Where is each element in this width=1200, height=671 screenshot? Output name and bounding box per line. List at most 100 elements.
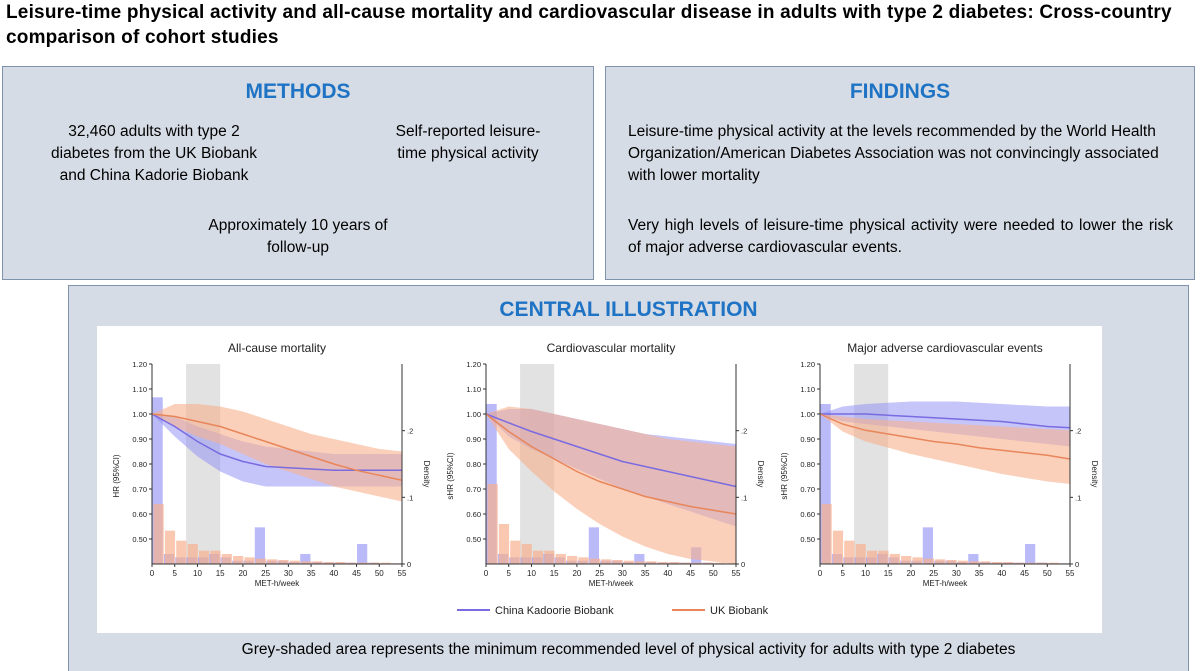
x-tick-label: 55 xyxy=(1066,569,1075,578)
x-tick-label: 0 xyxy=(484,569,489,578)
y-tick-label: 0.80 xyxy=(800,460,815,469)
density-bar xyxy=(198,550,210,564)
density-bar xyxy=(991,562,1003,564)
x-axis-label: MET-h/week xyxy=(255,579,300,588)
density-bar xyxy=(623,560,635,564)
density-tick-label: .1 xyxy=(741,493,747,502)
x-tick-label: 20 xyxy=(906,569,915,578)
density-bar xyxy=(267,559,278,564)
y-tick-label: 0.60 xyxy=(466,510,481,519)
x-tick-label: 5 xyxy=(173,569,178,578)
chart-title: All-cause mortality xyxy=(228,341,326,355)
y-tick-label: 1.10 xyxy=(800,385,815,394)
methods-heading: METHODS xyxy=(245,80,351,103)
uk-ci-band xyxy=(152,404,402,502)
y-tick-label: 0.50 xyxy=(466,535,481,544)
density-bar xyxy=(278,560,289,564)
density-bar xyxy=(300,554,311,564)
uk-hr-line xyxy=(485,413,737,515)
density-bar xyxy=(635,561,646,564)
density-bar xyxy=(878,550,889,564)
density-bar xyxy=(369,562,380,564)
density-axis-label: Density xyxy=(1090,461,1099,488)
y-tick-label: 0.90 xyxy=(466,435,481,444)
density-bar xyxy=(832,530,844,564)
charts-svg: China Kadoorie Biobank UK Biobank All-ca… xyxy=(112,341,1099,617)
y-tick-label: 1.20 xyxy=(800,360,815,369)
density-bar xyxy=(210,550,221,564)
density-bar xyxy=(692,562,703,564)
x-tick-label: 10 xyxy=(193,569,202,578)
density-bar xyxy=(968,554,979,564)
china-hr-line xyxy=(151,413,402,472)
x-tick-label: 0 xyxy=(818,569,823,578)
density-bar xyxy=(153,504,164,564)
x-tick-label: 25 xyxy=(595,569,604,578)
density-tick-label: .1 xyxy=(1075,493,1081,502)
x-tick-label: 30 xyxy=(284,569,293,578)
density-bar xyxy=(922,527,933,564)
density-bar xyxy=(714,562,725,564)
density-bar xyxy=(969,561,980,564)
recommended-band xyxy=(854,364,889,564)
density-bar xyxy=(889,554,900,564)
footnote: Grey-shaded area represents the minimum … xyxy=(241,641,1016,658)
methods-exposure: Self-reported leisure-time physical acti… xyxy=(395,123,541,162)
density-bar xyxy=(312,561,323,564)
density-bar xyxy=(521,544,532,564)
chart-title: Cardiovascular mortality xyxy=(547,341,676,355)
density-bar xyxy=(346,562,357,564)
density-bar xyxy=(980,561,991,564)
y-tick-label: 0.50 xyxy=(800,535,815,544)
methods-followup: Approximately 10 years of follow-up xyxy=(208,217,388,256)
density-bar xyxy=(669,562,680,564)
y-tick-label: 1.10 xyxy=(132,385,147,394)
x-tick-label: 0 xyxy=(150,569,155,578)
uk-ci-band xyxy=(820,414,1070,484)
y-axis-label: HR (95%CI) xyxy=(112,454,121,497)
density-bar xyxy=(567,556,578,564)
density-tick-label: .2 xyxy=(407,427,413,436)
density-bar xyxy=(301,561,312,564)
findings-heading: FINDINGS xyxy=(849,80,951,103)
legend: China Kadoorie Biobank UK Biobank xyxy=(457,605,769,617)
density-bar xyxy=(646,561,657,564)
y-tick-label: 1.00 xyxy=(800,410,815,419)
density-bar xyxy=(1048,562,1059,564)
uk-hr-line xyxy=(151,413,403,482)
x-tick-label: 55 xyxy=(398,569,407,578)
y-tick-label: 0.60 xyxy=(132,510,147,519)
x-tick-label: 5 xyxy=(507,569,512,578)
y-tick-label: 1.20 xyxy=(466,360,481,369)
density-tick-label: .2 xyxy=(1075,427,1081,436)
y-tick-label: 0.70 xyxy=(466,485,481,494)
x-tick-label: 50 xyxy=(709,569,718,578)
density-bar xyxy=(255,558,266,564)
density-bar xyxy=(820,404,831,564)
y-tick-label: 1.10 xyxy=(466,385,481,394)
y-axis-label: sHR (95%CI) xyxy=(446,452,455,499)
density-bar xyxy=(335,562,346,564)
x-tick-label: 15 xyxy=(884,569,893,578)
page-title: Leisure-time physical activity and all-c… xyxy=(6,2,1172,48)
x-tick-label: 25 xyxy=(261,569,270,578)
finding-mace: Very high levels of leisure-time physica… xyxy=(628,217,1173,256)
y-axis-label: sHR (95%CI) xyxy=(780,452,789,499)
x-axis-label: MET-h/week xyxy=(589,579,634,588)
density-bar xyxy=(844,540,855,564)
finding-mortality: Leisure-time physical activity at the le… xyxy=(628,123,1159,184)
density-bar xyxy=(152,397,163,564)
density-bar xyxy=(357,544,368,564)
x-tick-label: 35 xyxy=(307,569,316,578)
x-tick-label: 20 xyxy=(238,569,247,578)
density-bar xyxy=(254,527,265,564)
chart-area: China Kadoorie Biobank UK Biobank All-ca… xyxy=(97,326,1102,633)
y-tick-label: 1.00 xyxy=(132,410,147,419)
density-bar xyxy=(487,484,498,564)
density-tick-label: 0 xyxy=(407,560,411,569)
density-bar xyxy=(244,557,255,564)
chart-title: Major adverse cardiovascular events xyxy=(847,341,1042,355)
x-tick-label: 10 xyxy=(527,569,536,578)
x-tick-label: 15 xyxy=(216,569,225,578)
methods-panel: METHODS 32,460 adults with type 2 diabet… xyxy=(2,66,594,280)
